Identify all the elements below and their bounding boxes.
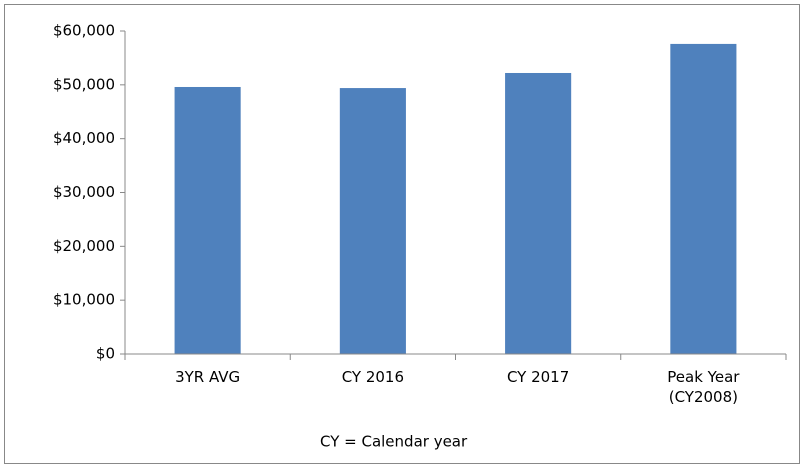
y-tick-label: $40,000 xyxy=(53,129,115,147)
y-tick-label: $30,000 xyxy=(53,183,115,201)
bar xyxy=(670,43,737,355)
x-tick-label: 3YR AVG xyxy=(175,368,241,386)
y-tick-label: $10,000 xyxy=(53,291,115,309)
y-tick-label: $50,000 xyxy=(53,75,115,93)
bar xyxy=(174,86,241,354)
y-tick-label: $0 xyxy=(96,345,115,363)
bar xyxy=(339,88,406,355)
annotation: CY = Calendar year xyxy=(320,433,468,451)
x-tick-label: CY 2017 xyxy=(506,368,570,386)
y-tick-label: $20,000 xyxy=(53,237,115,255)
x-tick-label: CY 2016 xyxy=(341,368,405,386)
bar xyxy=(505,72,572,355)
x-tick-label: Peak Year (CY2008) xyxy=(667,368,740,406)
y-tick-label: $60,000 xyxy=(53,22,115,40)
